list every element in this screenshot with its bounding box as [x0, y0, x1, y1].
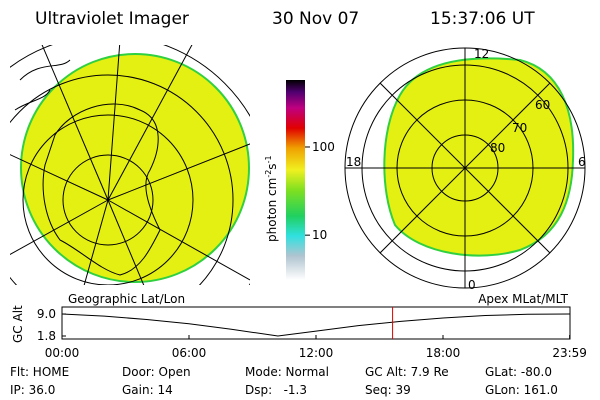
status-field: GLon: 161.0: [485, 383, 558, 397]
lat-label: 70: [512, 121, 527, 135]
mlt-label: 18: [346, 155, 361, 169]
y-tick-label: 9.0: [37, 307, 56, 321]
x-tick-label: 00:00: [45, 346, 80, 360]
instrument: Ultraviolet Imager: [35, 9, 189, 29]
x-tick-label: 18:00: [426, 346, 461, 360]
status-field: GLat: -80.0: [485, 365, 552, 379]
colorbar-label: photon cm-2s-1: [264, 155, 279, 242]
unit: photon cm: [265, 178, 279, 242]
mlt-label: 12: [474, 47, 489, 61]
colorbar-ticks: 10 100: [305, 140, 335, 242]
status-field: Gain: 14: [122, 383, 173, 397]
time: 15:37:06 UT: [430, 9, 535, 29]
colorbar: [286, 80, 305, 280]
colorbar-tick-label: 10: [312, 228, 327, 242]
y-label: GC Alt: [11, 305, 25, 343]
y-tick-label: 1.8: [37, 329, 56, 343]
lat-label: 80: [490, 141, 505, 155]
mlt-label: 0: [468, 278, 476, 292]
status-field: Door: Open: [122, 365, 191, 379]
plot-title: Geographic Lat/Lon: [68, 292, 185, 306]
geo-map: [10, 45, 250, 285]
status-field: GC Alt: 7.9 Re: [365, 365, 449, 379]
plot-title: Apex MLat/MLT: [478, 292, 568, 306]
date: 30 Nov 07: [272, 9, 359, 29]
polar-map: [344, 47, 586, 289]
lat-label: 60: [535, 98, 550, 112]
x-tick-label: 06:00: [172, 346, 207, 360]
unit: s: [265, 163, 279, 169]
status-field: Dsp: -1.3: [245, 383, 307, 397]
status-panel: Flt: HOME Door: Open Mode: Normal GC Alt: 7…: [10, 365, 558, 397]
plot-frame: [61, 306, 571, 340]
colorbar-tick-label: 100: [312, 140, 335, 154]
unit-sup: -1: [264, 155, 273, 163]
status-field: Flt: HOME: [10, 365, 69, 379]
status-field: IP: 36.0: [10, 383, 55, 397]
status-field: Mode: Normal: [245, 365, 329, 379]
status-field: Seq: 39: [365, 383, 411, 397]
mlt-label: 6: [578, 155, 586, 169]
x-tick-label: 23:59: [552, 346, 587, 360]
altitude-line: [61, 313, 571, 337]
x-tick-label: 12:00: [299, 346, 334, 360]
altitude-plot: 1.8 9.0 00:00 06:00 12:00 18:00 23:59: [37, 307, 587, 360]
unit-sup: -2: [264, 170, 273, 178]
